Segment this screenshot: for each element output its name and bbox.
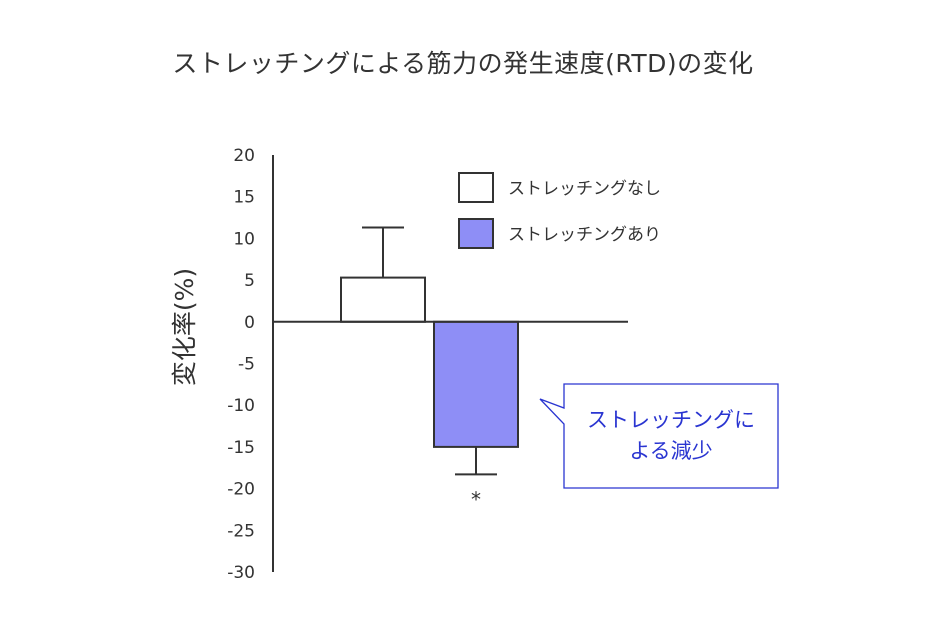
y-tick-label: -10: [227, 396, 255, 416]
callout-box: [539, 383, 779, 489]
bar-2: [433, 320, 519, 448]
y-tick-label: 20: [233, 146, 255, 166]
y-tick-labels: 20 15 10 5 0 -5 -10 -15 -20 -25 -30: [227, 146, 255, 583]
y-tick-label: 15: [233, 188, 255, 208]
y-tick-label: -30: [227, 563, 255, 583]
callout-shape: [539, 383, 779, 489]
y-tick-label: 5: [244, 271, 255, 291]
bars: *: [273, 226, 628, 511]
legend-label-2: ストレッチングあり: [508, 225, 661, 245]
chart-title: ストレッチングによる筋力の発生速度(RTD)の変化: [172, 49, 754, 78]
y-tick-label: 10: [233, 229, 255, 249]
y-tick-label: -15: [227, 438, 255, 458]
callout-text: ストレッチングに よる減少: [564, 384, 778, 488]
significance-marker: *: [471, 487, 481, 511]
y-tick-label: 0: [244, 313, 255, 333]
legend-label-1: ストレッチングなし: [508, 179, 661, 199]
y-tick-label: -5: [238, 355, 255, 375]
y-tick-label: -20: [227, 480, 255, 500]
y-axis-label: 変化率(%): [170, 267, 199, 387]
legend-swatch-1: [458, 172, 494, 203]
bar-1: [340, 276, 426, 323]
callout-line-2: よる減少: [629, 439, 713, 463]
callout-line-1: ストレッチングに: [587, 407, 755, 432]
legend-swatch-2: [458, 218, 494, 249]
y-tick-label: -25: [227, 521, 255, 541]
